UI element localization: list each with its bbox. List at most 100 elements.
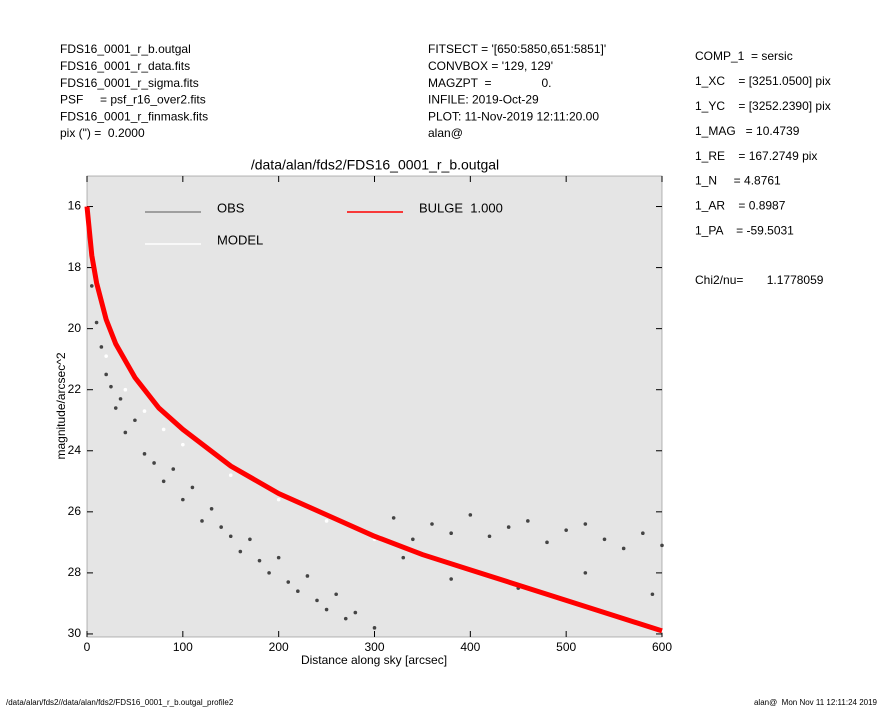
point [334, 592, 338, 597]
point [113, 406, 118, 410]
point [324, 607, 329, 612]
point [123, 387, 128, 392]
point [99, 345, 104, 349]
point [257, 558, 262, 563]
info-middle: INFILE: 2019-Oct-29 [428, 93, 539, 107]
legend-label: MODEL [217, 232, 263, 247]
plot-background [86, 175, 663, 638]
point [161, 479, 166, 484]
point [621, 546, 626, 551]
point [152, 461, 156, 465]
x-tick-label: 400 [460, 640, 480, 654]
x-axis-label: Distance along sky [arcsec] [301, 653, 447, 667]
info-middle: alan@ [428, 126, 463, 140]
point [181, 442, 185, 447]
footer-left: /data/alan/fds2//data/alan/fds2/FDS16_00… [6, 698, 234, 707]
point [526, 519, 530, 523]
point [650, 592, 655, 597]
point [564, 528, 568, 532]
info-middle: FITSECT = '[650:5850,651:5851]' [428, 42, 606, 56]
point [94, 320, 99, 325]
point [353, 610, 358, 615]
point [583, 522, 588, 526]
info-left: PSF = psf_r16_over2.fits [60, 93, 206, 107]
info-left: FDS16_0001_r_finmask.fits [60, 109, 208, 123]
info-left: pix (") = 0.2000 [60, 126, 145, 140]
legend-label: OBS [217, 200, 245, 215]
y-tick-label: 22 [68, 382, 82, 396]
info-middle: CONVBOX = '129, 129' [428, 59, 553, 73]
x-tick-label: 600 [652, 640, 672, 654]
point [248, 537, 252, 542]
point [641, 531, 645, 535]
point [123, 430, 128, 435]
info-right: COMP_1 = sersic [695, 49, 793, 63]
point [372, 626, 377, 630]
x-tick-label: 500 [556, 640, 576, 654]
y-axis-label: magnitude/arcsec^2 [54, 352, 68, 459]
point [228, 473, 233, 477]
point [545, 540, 549, 545]
point [506, 525, 511, 529]
point [468, 513, 473, 517]
point [118, 397, 123, 401]
point [267, 571, 271, 575]
point [430, 522, 434, 526]
point [343, 616, 348, 621]
point [487, 534, 492, 539]
footer-right: alan@ Mon Nov 11 12:11:24 2019 [754, 698, 878, 707]
legend-label: BULGE 1.000 [419, 200, 503, 215]
info-left: FDS16_0001_r_data.fits [60, 59, 190, 73]
point [142, 409, 147, 413]
point [104, 372, 108, 377]
point [142, 452, 147, 456]
point [391, 516, 396, 520]
info-left: FDS16_0001_r_sigma.fits [60, 76, 199, 90]
x-tick-label: 200 [269, 640, 289, 654]
point [583, 571, 588, 575]
point [161, 427, 166, 432]
y-tick-label: 20 [68, 321, 82, 335]
point [238, 549, 243, 554]
info-middle: PLOT: 11-Nov-2019 12:11:20.00 [428, 109, 599, 123]
info-right: 1_PA = -59.5031 [695, 223, 794, 237]
point [190, 485, 195, 490]
point [200, 519, 204, 523]
point [109, 384, 113, 389]
point [133, 418, 137, 423]
point [171, 467, 176, 471]
info-left: FDS16_0001_r_b.outgal [60, 42, 191, 56]
y-tick-label: 24 [68, 443, 82, 457]
point [286, 580, 291, 584]
point [181, 497, 185, 502]
info-right: 1_MAG = 10.4739 [695, 124, 800, 138]
point [104, 354, 108, 358]
point [449, 531, 453, 535]
x-tick-label: 300 [364, 640, 384, 654]
x-tick-label: 0 [84, 640, 91, 654]
y-tick-label: 28 [68, 565, 82, 579]
point [228, 534, 233, 539]
x-tick-label: 100 [173, 640, 193, 654]
point [315, 598, 319, 603]
point [324, 519, 329, 523]
point [276, 497, 281, 502]
y-tick-label: 26 [68, 504, 82, 518]
point [89, 284, 94, 288]
bulge-line [84, 206, 663, 634]
chart-title: /data/alan/fds2/FDS16_0001_r_b.outgal [251, 157, 499, 173]
point [296, 589, 300, 594]
info-right: 1_AR = 0.8987 [695, 199, 786, 213]
info-right: 1_N = 4.8761 [695, 174, 781, 188]
point [401, 555, 406, 560]
point [411, 537, 415, 542]
point [209, 506, 214, 511]
y-tick-label: 30 [68, 626, 82, 640]
point [276, 555, 281, 560]
point [660, 543, 664, 548]
info-right: 1_XC = [3251.0500] pix [695, 74, 831, 88]
info-right: 1_YC = [3252.2390] pix [695, 99, 831, 113]
point [602, 537, 607, 542]
y-tick-label: 18 [68, 260, 82, 274]
